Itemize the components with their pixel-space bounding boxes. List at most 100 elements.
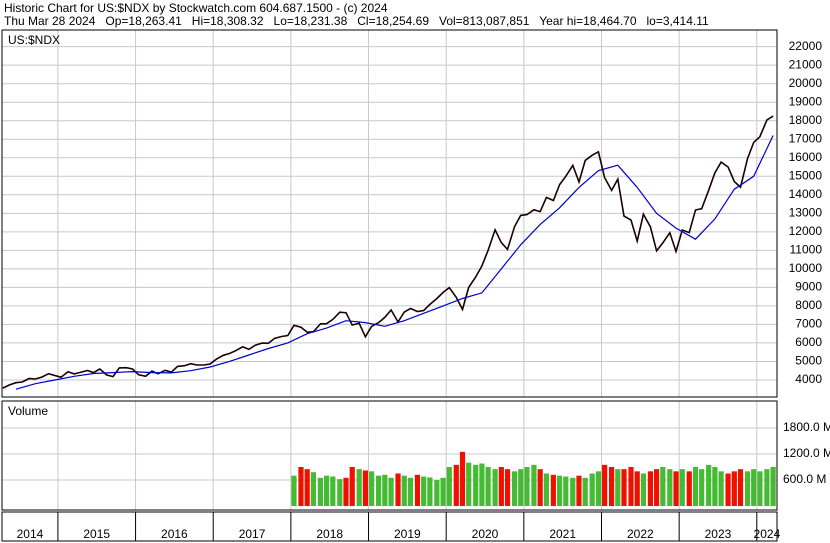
panel-label: Volume <box>8 404 48 418</box>
y-tick-label: 12000 <box>789 224 823 238</box>
volume-bar <box>459 451 466 506</box>
volume-bar <box>453 464 459 506</box>
chart-title: Historic Chart for US:$NDX by Stockwatch… <box>4 1 388 15</box>
y-tick-label: 15000 <box>789 168 823 182</box>
x-tick-label: 2021 <box>549 527 576 541</box>
volume-bar <box>524 467 530 506</box>
volume-bar <box>518 469 524 506</box>
y-tick-label: 1800.0 M <box>783 420 830 434</box>
volume-bar <box>382 474 388 506</box>
volume-bar <box>298 467 304 506</box>
volume-bar <box>570 477 576 506</box>
volume-bar <box>531 464 537 506</box>
volume-bar <box>434 480 440 506</box>
y-tick-label: 18000 <box>789 113 823 127</box>
volume-bar <box>291 475 297 506</box>
volume-bar <box>725 473 731 506</box>
volume-bar <box>706 464 712 506</box>
x-tick-label: 2022 <box>627 527 654 541</box>
volume-bar <box>712 467 718 506</box>
volume-bar <box>401 475 407 506</box>
y-tick-label: 600.0 M <box>783 472 826 486</box>
volume-bar <box>667 469 673 506</box>
volume-bar <box>582 477 588 506</box>
volume-bar <box>744 471 751 506</box>
date-panel <box>1 511 778 542</box>
volume-bar <box>330 476 336 506</box>
volume-bar <box>388 477 394 506</box>
volume-bar <box>699 469 705 506</box>
y-tick-label: 10000 <box>789 261 823 275</box>
volume-bar <box>692 467 699 506</box>
volume-bar <box>647 471 654 506</box>
volume-bar <box>356 469 362 506</box>
x-tick-label: 2019 <box>394 527 421 541</box>
volume-bar <box>679 469 685 506</box>
volume-bar <box>634 471 640 506</box>
volume-bar <box>660 467 666 506</box>
volume-bar <box>673 471 679 506</box>
x-tick-label: 2014 <box>17 527 44 541</box>
volume-bar <box>498 467 504 506</box>
volume-bar <box>395 473 401 506</box>
volume-bar <box>537 469 543 506</box>
y-tick-label: 6000 <box>795 335 822 349</box>
volume-bar <box>473 464 479 506</box>
volume-bar <box>485 467 491 506</box>
price-line <box>2 115 774 389</box>
volume-bar <box>718 471 724 506</box>
volume-bar <box>602 464 608 506</box>
volume-bar <box>589 473 595 506</box>
volume-bar <box>362 470 369 506</box>
volume-bar <box>770 467 776 506</box>
volume-bar <box>628 467 634 506</box>
y-tick-label: 9000 <box>795 280 822 294</box>
volume-bar <box>751 469 757 506</box>
volume-bar <box>686 471 692 506</box>
y-tick-label: 22000 <box>789 39 823 53</box>
chart-subtitle: Thu Mar 28 2024 Op=18,263.41 Hi=18,308.3… <box>4 14 709 28</box>
volume-bar <box>323 475 330 506</box>
y-tick-label: 11000 <box>790 243 823 257</box>
volume-bar <box>576 475 582 506</box>
volume-bar <box>479 463 485 506</box>
volume-bar <box>421 476 427 506</box>
volume-bar <box>304 469 310 506</box>
volume-bar <box>427 477 433 506</box>
volume-bar <box>310 472 316 506</box>
x-tick-label: 2024 <box>754 527 781 541</box>
y-tick-label: 5000 <box>795 354 822 368</box>
volume-bar <box>737 469 744 506</box>
y-tick-label: 1200.0 M <box>783 446 830 460</box>
volume-bar <box>550 474 556 506</box>
price-panel <box>1 29 778 398</box>
panel-label: US:$NDX <box>8 33 60 47</box>
x-tick-label: 2017 <box>239 527 266 541</box>
volume-bar <box>317 477 323 506</box>
volume-bar <box>543 473 549 506</box>
y-tick-label: 16000 <box>789 150 823 164</box>
x-tick-label: 2016 <box>161 527 188 541</box>
volume-bar <box>640 473 647 506</box>
volume-bar <box>556 475 563 506</box>
x-tick-label: 2020 <box>472 527 499 541</box>
volume-bar <box>731 471 737 506</box>
y-tick-label: 21000 <box>789 57 823 71</box>
x-tick-label: 2015 <box>83 527 110 541</box>
volume-bar <box>757 471 763 506</box>
y-tick-label: 8000 <box>795 298 822 312</box>
y-tick-label: 7000 <box>795 317 822 331</box>
volume-bar <box>608 467 615 506</box>
volume-bar <box>615 469 621 506</box>
volume-bar <box>349 467 355 506</box>
volume-bar <box>369 471 375 506</box>
volume-bar <box>504 469 511 506</box>
volume-bar <box>440 477 446 506</box>
x-tick-label: 2018 <box>316 527 343 541</box>
volume-bar <box>563 476 569 506</box>
y-tick-label: 20000 <box>789 76 823 90</box>
volume-bar <box>492 469 498 506</box>
y-tick-label: 4000 <box>795 372 822 386</box>
